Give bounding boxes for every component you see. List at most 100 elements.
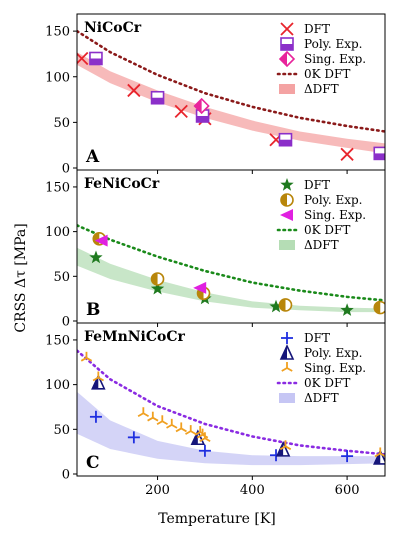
- y-tick-label: 0: [62, 162, 70, 177]
- legend-swatch: [279, 393, 295, 403]
- y-tick-label: 0: [62, 468, 70, 483]
- delta-dft-band: [77, 52, 385, 154]
- legend-label: Sing. Exp.: [304, 52, 366, 66]
- mark-fill: [194, 98, 202, 113]
- mark-stroke: [97, 376, 104, 382]
- panel-title: FeNiCoCr: [84, 176, 160, 192]
- y-tick-label: 150: [45, 180, 70, 195]
- x-tick-label: 400: [240, 483, 265, 498]
- mark-stroke: [171, 424, 178, 429]
- mark-stroke: [152, 416, 159, 422]
- legend-label: DFT: [304, 178, 330, 192]
- sing-exp--point: [185, 425, 197, 435]
- legend-label: Sing. Exp.: [304, 208, 366, 222]
- mark-fill: [196, 115, 209, 122]
- mark-fill: [280, 52, 287, 66]
- dft-point: [127, 431, 140, 444]
- sing-exp--point: [279, 440, 292, 451]
- mark-fill: [94, 234, 108, 247]
- sing-exp--point: [137, 407, 150, 418]
- legend-swatch: [279, 84, 295, 94]
- sing-exp--point: [194, 425, 206, 436]
- x-tick-label: 600: [335, 483, 360, 498]
- mark-fill: [374, 153, 385, 160]
- sing-exp--point: [175, 422, 187, 433]
- sing-exp--point: [199, 432, 211, 443]
- legend-swatch: [280, 178, 294, 191]
- plot-area: [77, 29, 385, 161]
- dft-point: [127, 83, 141, 98]
- dft-point: [89, 410, 102, 423]
- mark-stroke: [161, 420, 168, 426]
- poly-exp--point: [275, 440, 291, 457]
- legend-label: 0K DFT: [304, 376, 350, 390]
- mark-stroke: [180, 427, 187, 433]
- legend-label: ΔDFT: [304, 238, 339, 252]
- legend-label: Poly. Exp.: [304, 37, 363, 51]
- legend-swatch: [280, 209, 293, 221]
- sing-exp--point: [94, 234, 108, 247]
- mark-fill: [89, 58, 102, 65]
- legend-swatch: [279, 240, 295, 250]
- x-axis-label: Temperature [K]: [158, 511, 276, 527]
- sing-exp--point: [193, 281, 207, 294]
- mark-stroke: [156, 420, 163, 426]
- mark-fill: [151, 272, 158, 285]
- mark-stroke: [196, 433, 204, 439]
- legend-label: DFT: [304, 331, 330, 345]
- poly-exp--point: [373, 300, 385, 315]
- zero-k-dft-curve: [77, 224, 385, 302]
- mark-fill: [280, 209, 293, 221]
- y-tick-label: 100: [45, 378, 70, 393]
- zero-k-dft-curve: [77, 29, 385, 133]
- mark-stroke: [194, 431, 201, 436]
- legend-swatch: [280, 37, 294, 51]
- mark-fill: [374, 301, 381, 314]
- mark-stroke: [281, 367, 288, 372]
- sing-exp--point: [156, 415, 168, 426]
- dft-point: [340, 147, 354, 161]
- poly-exp--point: [89, 51, 103, 66]
- mark-stroke: [174, 104, 188, 119]
- panel-letter: C: [86, 453, 100, 473]
- y-tick-label: 0: [62, 315, 70, 330]
- mark-stroke: [279, 445, 286, 451]
- dft-point: [174, 104, 188, 119]
- legend-swatch: [280, 193, 294, 207]
- sing-exp--point: [147, 411, 159, 422]
- panel-frame: [76, 322, 386, 477]
- legend-label: Poly. Exp.: [304, 346, 363, 360]
- plot-area: [77, 349, 385, 466]
- poly-exp--point: [195, 109, 210, 123]
- mark-stroke: [80, 357, 87, 362]
- mark-stroke: [86, 357, 93, 362]
- legend-swatch: [281, 362, 293, 372]
- mark-fill: [279, 139, 292, 146]
- poly-exp--point: [278, 132, 293, 147]
- panel-title: FeMnNiCoCr: [84, 329, 185, 345]
- mark-fill: [269, 299, 283, 313]
- legend-label: DFT: [304, 22, 330, 36]
- y-tick-label: 50: [53, 423, 70, 438]
- sing-exp--point: [92, 371, 104, 382]
- mark-fill: [193, 281, 207, 294]
- dft-point: [341, 450, 354, 463]
- mark-stroke: [137, 412, 144, 418]
- panel-title: NiCoCr: [84, 20, 142, 36]
- mark-stroke: [374, 452, 381, 458]
- mark-stroke: [280, 22, 294, 36]
- panel-letter: B: [86, 300, 100, 320]
- legend-label: ΔDFT: [304, 391, 339, 405]
- legend-swatch: [279, 344, 295, 360]
- legend-swatch: [280, 22, 294, 36]
- mark-stroke: [142, 412, 150, 418]
- mark-fill: [281, 44, 293, 50]
- mark-stroke: [286, 367, 293, 372]
- legend-label: Poly. Exp.: [304, 193, 363, 207]
- mark-stroke: [166, 424, 173, 429]
